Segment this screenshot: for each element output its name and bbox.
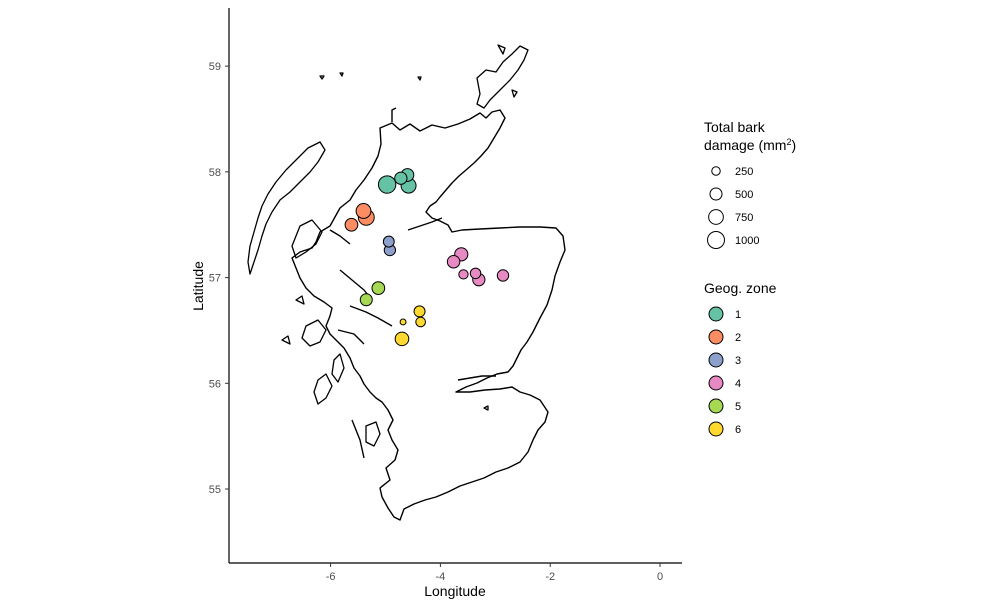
- size-legend-title-line1: Total bark: [704, 119, 766, 135]
- data-point-zone-5: [359, 293, 373, 307]
- size-legend-key: [711, 166, 721, 176]
- zone-legend-key: [708, 329, 724, 345]
- size-legend-label: 250: [735, 166, 753, 178]
- data-point-zone-4: [469, 267, 482, 280]
- zone-legend-key: [708, 398, 724, 414]
- zone-legend-key: [708, 421, 724, 437]
- size-legend-label: 750: [735, 212, 753, 224]
- size-legend-key: [708, 209, 724, 225]
- size-legend-label: 500: [735, 189, 753, 201]
- y-tick-label: 57: [209, 273, 221, 285]
- zone-legend-key: [708, 306, 724, 322]
- axes: 55 56 57 58 59 -6 -4 -2 0 Longitude Latitude: [190, 8, 682, 599]
- x-axis-title: Longitude: [424, 583, 486, 599]
- zone-legend-label: 1: [735, 309, 741, 321]
- x-tick-label: -4: [436, 571, 446, 583]
- zone-legend-label: 3: [735, 355, 741, 367]
- outer-hebrides: [247, 141, 326, 275]
- isle-of-mull: [301, 319, 327, 347]
- isle-of-islay: [313, 373, 333, 405]
- orkney-islands: [476, 45, 529, 109]
- data-point-zone-4: [446, 254, 461, 269]
- size-legend-key: [707, 231, 725, 249]
- data-point-zone-3: [382, 235, 395, 248]
- zone-legend-label: 4: [735, 378, 741, 390]
- zone-legend: Geog. zone 1 2 3 4 5 6: [704, 280, 777, 437]
- x-tick-label: 0: [657, 571, 663, 583]
- y-axis-title: Latitude: [190, 261, 206, 311]
- data-point-zone-1: [377, 175, 397, 194]
- islands: [247, 44, 529, 447]
- zone-legend-label: 2: [735, 332, 741, 344]
- scotland-coastline: [291, 107, 566, 521]
- isle-of-jura: [331, 353, 345, 383]
- data-point-zone-6: [394, 331, 410, 347]
- size-legend-key: [709, 187, 723, 201]
- data-point-zone-4: [458, 269, 469, 280]
- data-point-zone-6: [413, 305, 426, 318]
- isle-of-arran: [365, 421, 381, 447]
- data-point-zone-2: [355, 203, 372, 219]
- size-legend-label: 1000: [735, 235, 759, 247]
- zone-legend-label: 5: [735, 401, 741, 413]
- damage-points: [344, 168, 510, 347]
- data-point-zone-6: [415, 316, 426, 328]
- y-tick-label: 55: [209, 484, 221, 496]
- y-tick-label: 59: [209, 61, 221, 73]
- x-tick-label: -6: [326, 571, 336, 583]
- data-point-zone-1: [394, 171, 408, 185]
- size-legend-title-line2: damage (mm2): [704, 137, 796, 153]
- data-point-zone-5: [371, 281, 386, 296]
- data-point-zone-4: [496, 269, 510, 282]
- x-tick-label: -2: [545, 571, 555, 583]
- zone-legend-key: [708, 375, 724, 391]
- data-point-zone-2: [344, 217, 359, 232]
- zone-legend-title: Geog. zone: [704, 280, 777, 296]
- data-point-zone-6: [399, 318, 407, 326]
- size-legend: Total bark damage (mm2) 250 500 750 1000: [704, 119, 796, 249]
- zone-legend-label: 6: [735, 424, 741, 436]
- y-tick-label: 58: [209, 167, 221, 179]
- y-tick-label: 56: [209, 378, 221, 390]
- isle-of-skye: [291, 219, 323, 259]
- zone-legend-key: [708, 352, 724, 368]
